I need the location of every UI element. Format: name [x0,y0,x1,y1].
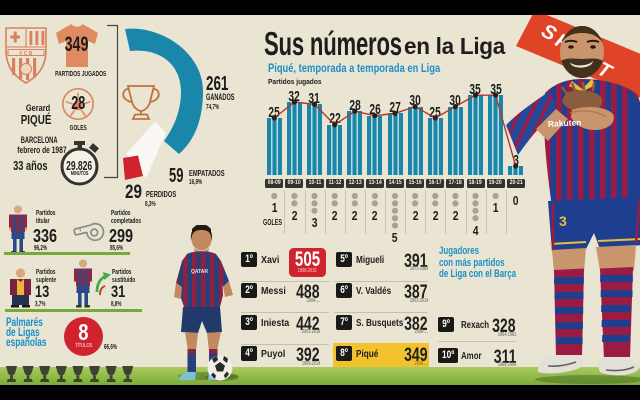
svg-text:QATAR: QATAR [191,269,208,275]
svg-text:F C B: F C B [19,51,32,57]
svg-text:Rakuten: Rakuten [548,117,582,129]
svg-text:3: 3 [559,213,567,229]
